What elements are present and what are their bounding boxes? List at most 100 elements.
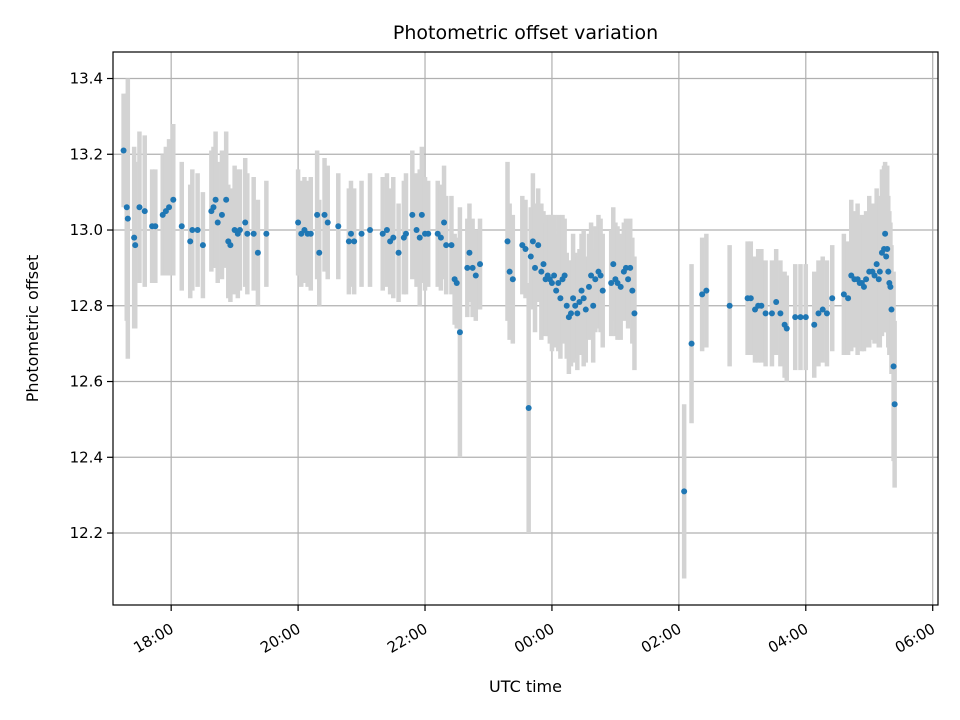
chart-title: Photometric offset variation <box>393 22 658 44</box>
x-tick-label: 06:00 <box>892 620 938 657</box>
data-point <box>367 227 374 234</box>
data-point <box>783 325 790 332</box>
y-tick-label: 13.4 <box>70 70 103 88</box>
data-point <box>773 298 780 305</box>
data-point <box>548 280 555 287</box>
data-point <box>747 295 754 302</box>
x-tick-label: 22:00 <box>384 620 430 657</box>
data-point <box>532 264 539 271</box>
data-point <box>890 363 897 370</box>
data-point <box>448 242 455 249</box>
x-tick-label: 20:00 <box>257 620 303 657</box>
data-point <box>823 310 830 317</box>
data-point <box>210 204 217 211</box>
data-point <box>625 276 632 283</box>
y-tick-label: 12.8 <box>70 297 103 315</box>
data-point <box>416 234 423 241</box>
data-point <box>263 230 270 237</box>
data-point <box>218 211 225 218</box>
data-point <box>845 295 852 302</box>
data-point <box>627 264 634 271</box>
data-point <box>166 204 173 211</box>
data-point <box>875 276 882 283</box>
data-point <box>314 211 321 218</box>
data-point <box>152 223 159 230</box>
data-point <box>504 238 511 245</box>
data-point <box>120 147 127 154</box>
data-point <box>525 405 532 412</box>
data-point <box>402 230 409 237</box>
data-point <box>777 310 784 317</box>
data-point <box>223 196 230 203</box>
data-point <box>703 287 710 294</box>
data-point <box>250 230 257 237</box>
data-point <box>236 227 243 234</box>
data-point <box>358 230 365 237</box>
data-point <box>409 211 416 218</box>
data-point <box>592 276 599 283</box>
data-point <box>553 287 560 294</box>
y-tick-label: 12.6 <box>70 373 103 391</box>
data-point <box>347 230 354 237</box>
data-point <box>212 196 219 203</box>
data-point <box>762 310 769 317</box>
data-point <box>840 291 847 298</box>
data-point <box>863 276 870 283</box>
point-layer <box>120 147 898 495</box>
data-point <box>572 302 579 309</box>
data-point <box>383 227 390 234</box>
x-tick-label: 00:00 <box>511 620 557 657</box>
x-axis: 18:00 20:00 22:00 00:00 02:00 04:00 06:00 <box>130 605 938 657</box>
x-axis-label: UTC time <box>489 677 562 696</box>
data-point <box>321 211 328 218</box>
data-point <box>622 264 629 271</box>
data-point <box>456 329 463 336</box>
errorbar-layer <box>121 78 897 579</box>
data-point <box>561 272 568 279</box>
data-point <box>418 211 425 218</box>
data-point <box>464 264 471 271</box>
data-point <box>599 287 606 294</box>
data-point <box>597 272 604 279</box>
data-point <box>469 264 476 271</box>
data-point <box>811 321 818 328</box>
data-point <box>136 204 143 211</box>
data-point <box>324 219 331 226</box>
data-point <box>563 302 570 309</box>
data-point <box>131 234 138 241</box>
data-point <box>792 314 799 321</box>
data-point <box>395 249 402 256</box>
x-tick-label: 04:00 <box>765 620 811 657</box>
data-point <box>574 310 581 317</box>
data-point <box>227 242 234 249</box>
data-point <box>699 291 706 298</box>
data-point <box>815 310 822 317</box>
data-point <box>578 287 585 294</box>
data-point <box>891 401 898 408</box>
data-point <box>425 230 432 237</box>
data-point <box>187 238 194 245</box>
data-point <box>124 215 131 222</box>
y-axis: 12.2 12.4 12.6 12.8 13.0 13.2 13.4 <box>70 70 113 542</box>
data-point <box>540 261 547 268</box>
data-point <box>132 242 139 249</box>
x-tick-label: 02:00 <box>638 620 684 657</box>
data-point <box>453 280 460 287</box>
data-point <box>351 238 358 245</box>
data-point <box>390 234 397 241</box>
data-point <box>557 295 564 302</box>
data-point <box>199 242 206 249</box>
data-point <box>335 223 342 230</box>
data-point <box>551 272 558 279</box>
data-point <box>567 310 574 317</box>
data-point <box>617 283 624 290</box>
x-tick-label: 18:00 <box>130 620 176 657</box>
data-point <box>307 230 314 237</box>
data-point <box>582 306 589 313</box>
data-point <box>506 268 513 275</box>
y-tick-label: 12.4 <box>70 448 103 466</box>
data-point <box>443 242 450 249</box>
data-point <box>688 340 695 347</box>
data-point <box>437 234 444 241</box>
